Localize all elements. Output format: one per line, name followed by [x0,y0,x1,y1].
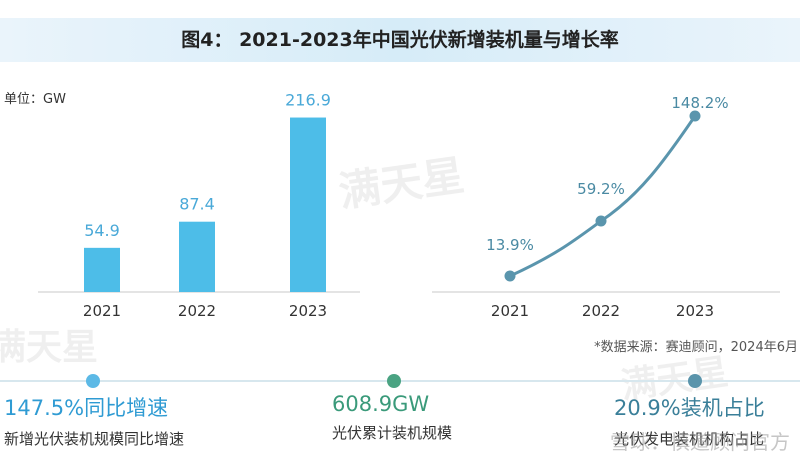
source-note: *数据来源：赛迪顾问，2024年6月 [594,340,798,355]
chart-title: 图4： 2021-2023年中国光伏新增装机量与增长率 [181,29,619,51]
charts-canvas: 54.9 2021 87.4 2022 216.9 2023 13.9% 2021 59.2%… [38,91,780,320]
bar-tick-2022: 2022 [178,302,216,320]
bar-label-2022: 87.4 [179,195,215,214]
bar-label-2023: 216.9 [285,91,331,110]
stat-growth: 147.5%同比增速 新增光伏装机规模同比增速 [4,392,184,449]
site-watermark: 雪球：慎道顾问官方 [610,430,790,454]
line-tick-2021: 2021 [491,302,529,320]
line-tick-2023: 2023 [676,302,714,320]
stat-growth-desc: 新增光伏装机规模同比增速 [4,430,185,448]
bar-label-2021: 54.9 [84,221,120,240]
line-chart: 13.9% 2021 59.2% 2022 148.2% 2023 [432,94,780,320]
stat-share-desc: 光伏发电装机机构占比 [614,430,765,448]
stat-dot-3 [688,374,702,388]
unit-label: 单位：GW [4,92,66,107]
stat-dot-1 [86,374,100,388]
line-label-2022: 59.2% [577,180,625,198]
stat-cumulative-desc: 光伏累计装机规模 [332,424,453,442]
bar-2022 [179,221,215,292]
line-label-2021: 13.9% [486,236,534,254]
bar-tick-2023: 2023 [289,302,327,320]
stat-cumulative: 608.9GW 光伏累计装机规模 [332,392,452,443]
line-label-2023: 148.2% [671,94,728,112]
line-point-2023 [689,110,701,122]
stat-growth-value: 147.5%同比增速 [4,396,169,420]
stat-share: 20.9%装机占比 光伏发电装机机构占比 [614,392,765,449]
bar-chart: 54.9 2021 87.4 2022 216.9 2023 [38,91,360,320]
watermark-bottom-left: 满天星 [0,327,99,368]
bar-tick-2021: 2021 [83,302,121,320]
line-point-2021 [504,270,516,282]
line-tick-2022: 2022 [582,302,620,320]
bar-2021 [84,247,120,292]
stat-cumulative-value: 608.9GW [332,392,430,416]
stat-dot-2 [387,374,401,388]
stat-share-value: 20.9%装机占比 [614,396,765,420]
bar-2023 [290,117,326,292]
line-point-2022 [595,215,607,227]
title-bar: 图4： 2021-2023年中国光伏新增装机量与增长率 [0,18,800,62]
